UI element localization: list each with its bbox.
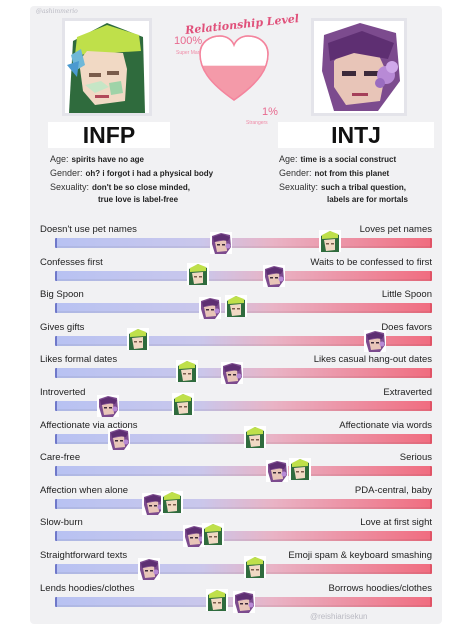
watermark-bottom: @reishiarisekun <box>310 612 368 621</box>
intj-marker-icon <box>142 492 165 515</box>
scale-right-label: Emoji spam & keyboard smashing <box>288 550 432 561</box>
infp-gender-value: oh? i forgot i had a physical body <box>85 169 214 178</box>
intj-avatar-icon <box>314 21 404 113</box>
scale-left-label: Big Spoon <box>40 289 84 301</box>
infp-marker-icon <box>175 360 198 383</box>
scale-bar <box>55 531 432 542</box>
scale-bar <box>55 238 432 248</box>
meter-top-percent: 100% <box>174 35 203 47</box>
intj-gender-value: not from this planet <box>314 169 390 178</box>
infp-marker-icon <box>243 556 266 578</box>
scale-right-label: Little Spoon <box>381 289 432 301</box>
infp-portrait <box>62 18 152 116</box>
infp-sexuality-value-2: true love is label-free <box>98 195 179 204</box>
scale-right-label: Serious <box>399 452 432 464</box>
scale-bar <box>55 368 432 379</box>
scale-right-label: Loves pet names <box>359 224 432 235</box>
infp-age-value: spirits have no age <box>71 155 144 164</box>
infp-marker-icon <box>160 490 183 513</box>
scale-left-label: Lends hoodies/clothes <box>40 582 135 594</box>
scale-bar <box>55 270 432 281</box>
infp-marker-icon <box>243 425 266 448</box>
intj-marker-icon <box>198 297 221 320</box>
scale-bar <box>55 498 432 509</box>
intj-marker-icon <box>96 395 119 417</box>
infp-sexuality-value-1: don't be so close minded, <box>92 183 190 192</box>
infp-name-label: INFP <box>48 122 170 148</box>
intj-age-key: Age: <box>279 154 298 164</box>
meter-bottom-label: Strangers <box>246 120 268 126</box>
intj-portrait <box>311 18 407 116</box>
intj-sexuality-value-2: labels are for mortals <box>327 195 408 204</box>
scale-left-label: Affectionate via actions <box>40 419 138 431</box>
scale-right-label: Borrows hoodies/clothes <box>328 582 433 594</box>
infp-marker-icon <box>187 262 210 285</box>
infp-marker-icon <box>202 523 225 546</box>
scale-right-label: Extraverted <box>383 387 432 398</box>
intj-sexuality-key: Sexuality: <box>279 182 319 192</box>
intj-marker-icon <box>183 525 206 548</box>
scale-left-label: Slow-burn <box>40 517 83 529</box>
scale-left-label: Likes formal dates <box>40 354 118 366</box>
scale-left-label: Introverted <box>40 387 86 398</box>
scale-bar <box>55 401 432 411</box>
meter-bottom-percent: 1% <box>262 106 278 118</box>
infp-gender-key: Gender: <box>50 168 83 178</box>
scale-right-label: Love at first sight <box>360 517 432 529</box>
intj-name-label: INTJ <box>278 122 434 148</box>
scale-bar <box>55 564 432 574</box>
scale-left-label: Gives gifts <box>40 321 85 333</box>
scale-right-label: PDA-central, baby <box>354 484 432 496</box>
infp-marker-icon <box>172 393 195 415</box>
infp-marker-icon <box>206 588 229 611</box>
scale-right-label: Waits to be confessed to first <box>310 256 432 268</box>
watermark-top: @ashimmerio <box>36 8 78 15</box>
heart-meter-icon <box>199 35 269 101</box>
intj-sexuality-value-1: such a tribal question, <box>321 183 406 192</box>
scale-bar <box>55 335 432 346</box>
scale-bar <box>55 466 432 477</box>
intj-marker-icon <box>108 427 131 450</box>
infp-marker-icon <box>126 327 149 350</box>
scale-left-label: Straightforward texts <box>40 550 128 561</box>
scale-right-label: Affectionate via words <box>339 419 432 431</box>
infp-marker-icon <box>319 230 342 252</box>
meter-top-label: Super Married <box>176 50 208 56</box>
intj-marker-icon <box>232 590 255 613</box>
scale-left-label: Affection when alone <box>40 484 129 496</box>
intj-marker-icon <box>209 232 232 254</box>
scale-left-label: Doesn't use pet names <box>40 224 137 235</box>
infp-marker-icon <box>224 295 247 318</box>
infp-age-key: Age: <box>50 154 69 164</box>
scale-left-label: Confesses first <box>40 256 103 268</box>
infp-marker-icon <box>289 458 312 481</box>
infp-avatar-icon <box>65 21 149 113</box>
infp-sexuality-key: Sexuality: <box>50 182 90 192</box>
intj-marker-icon <box>262 264 285 287</box>
intj-marker-icon <box>138 558 161 580</box>
scale-left-label: Care-free <box>40 452 81 464</box>
scale-right-label: Does favors <box>381 321 432 333</box>
intj-marker-icon <box>221 362 244 385</box>
scale-bar <box>55 433 432 444</box>
intj-age-value: time is a social construct <box>300 155 397 164</box>
intj-gender-key: Gender: <box>279 168 312 178</box>
intj-marker-icon <box>364 329 387 352</box>
scale-right-label: Likes casual hang-out dates <box>313 354 432 366</box>
intj-marker-icon <box>266 460 289 483</box>
